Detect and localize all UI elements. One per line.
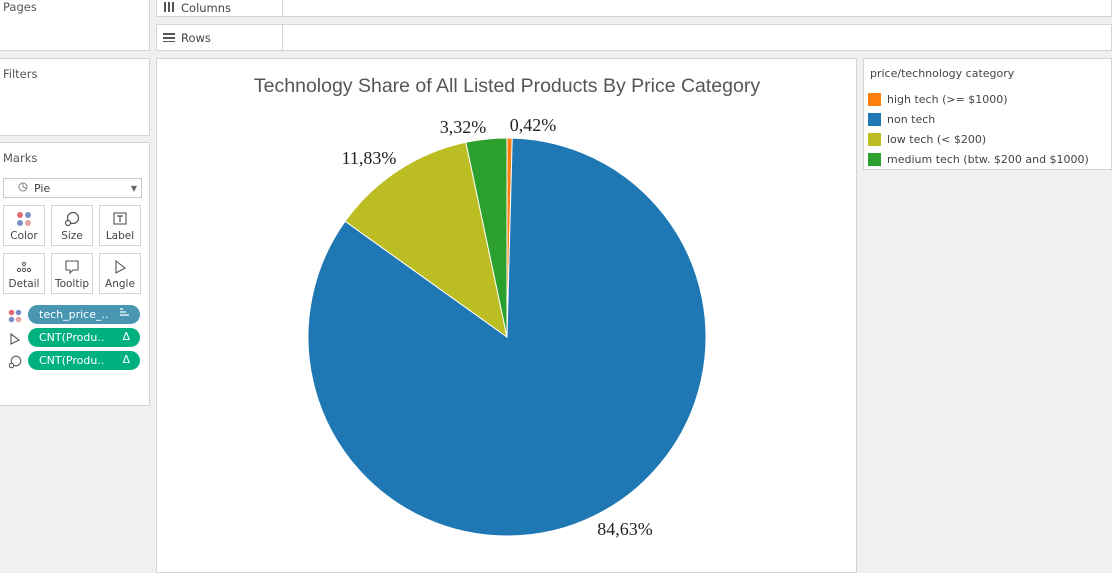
legend-panel: price/technology category high tech (>= … (863, 58, 1112, 170)
columns-label: Columns (181, 1, 232, 15)
tooltip-button[interactable]: Tooltip (51, 253, 93, 294)
pie-slice-medium-tech[interactable] (465, 137, 508, 338)
tooltip-button-label: Tooltip (54, 278, 90, 290)
legend-item-low-tech[interactable]: low tech (< $200) (868, 131, 986, 147)
delta-icon: Δ (122, 353, 130, 366)
label-button[interactable]: Label (99, 205, 141, 246)
pill-label: tech_price_.. (39, 308, 109, 321)
delta-icon: Δ (122, 330, 130, 343)
color-dots-icon (8, 308, 22, 323)
label-button-label: Label (105, 230, 135, 242)
legend-label: medium tech (btw. $200 and $1000) (887, 152, 1089, 166)
color-dots-icon (4, 211, 44, 227)
size-icon (52, 211, 92, 227)
color-pill-row: tech_price_.. (3, 305, 143, 325)
slice-data-label: 0,42% (510, 115, 557, 135)
legend-swatch (868, 132, 881, 146)
size-button[interactable]: Size (51, 205, 93, 246)
legend-item-high-tech[interactable]: high tech (>= $1000) (868, 91, 1008, 107)
legend-swatch (868, 152, 881, 166)
color-button[interactable]: Color (3, 205, 45, 246)
chart-pane: Technology Share of All Listed Products … (156, 58, 857, 573)
slice-data-label: 11,83% (342, 148, 397, 168)
columns-drop-area[interactable] (282, 0, 1111, 16)
columns-icon (163, 1, 175, 15)
detail-button[interactable]: Detail (3, 253, 45, 294)
legend-title: price/technology category (870, 67, 1015, 80)
sort-icon (119, 307, 130, 321)
slice-data-label: 3,32% (440, 117, 487, 137)
legend-swatch (868, 112, 881, 126)
pie-chart: Technology Share of All Listed Products … (254, 75, 760, 539)
cnt-products-size-pill[interactable]: CNT(Produ.. Δ (28, 351, 140, 370)
tech-price-pill[interactable]: tech_price_.. (28, 305, 140, 324)
rows-shelf[interactable]: Rows (156, 24, 1112, 51)
filters-shelf[interactable]: Filters (0, 58, 150, 136)
angle-icon (100, 259, 140, 275)
pie-slice-low-tech[interactable] (344, 141, 508, 339)
pill-label: CNT(Produ.. (39, 331, 105, 344)
pages-shelf[interactable]: Pages (0, 0, 150, 51)
angle-button[interactable]: Angle (99, 253, 141, 294)
size-button-label: Size (61, 230, 83, 242)
angle-icon (8, 331, 22, 345)
size-pill-row: CNT(Produ.. Δ (3, 351, 143, 371)
detail-button-label: Detail (8, 278, 40, 290)
legend-item-non-tech[interactable]: non tech (868, 111, 935, 127)
legend-label: high tech (>= $1000) (887, 92, 1008, 106)
legend-item-medium-tech[interactable]: medium tech (btw. $200 and $1000) (868, 151, 1089, 167)
rows-drop-area[interactable] (282, 25, 1111, 50)
pie-mark-icon (18, 182, 28, 195)
chart-title: Technology Share of All Listed Products … (254, 75, 760, 97)
color-button-label: Color (10, 230, 38, 242)
legend-label: low tech (< $200) (887, 132, 987, 146)
angle-pill-row: CNT(Produ.. Δ (3, 328, 143, 348)
rows-icon (163, 31, 175, 45)
cnt-products-angle-pill[interactable]: CNT(Produ.. Δ (28, 328, 140, 347)
marks-title: Marks (3, 151, 38, 165)
label-icon (100, 211, 140, 227)
angle-button-label: Angle (105, 278, 135, 290)
rows-label: Rows (181, 31, 211, 45)
pill-label: CNT(Produ.. (39, 354, 105, 367)
tooltip-icon (52, 259, 92, 275)
filters-label: Filters (3, 67, 38, 81)
size-icon (8, 354, 22, 369)
detail-dots-icon (4, 259, 44, 275)
mark-type-value: Pie (34, 182, 51, 195)
columns-shelf[interactable]: Columns (156, 0, 1112, 17)
slice-data-label: 84,63% (597, 519, 653, 539)
chevron-down-icon: ▼ (130, 184, 137, 193)
pages-label: Pages (3, 0, 37, 14)
legend-label: non tech (887, 112, 936, 126)
mark-type-dropdown[interactable]: Pie ▼ (3, 178, 142, 198)
legend-swatch (868, 92, 881, 106)
marks-card: Marks Pie ▼ Color Size Label Detail (0, 142, 150, 406)
